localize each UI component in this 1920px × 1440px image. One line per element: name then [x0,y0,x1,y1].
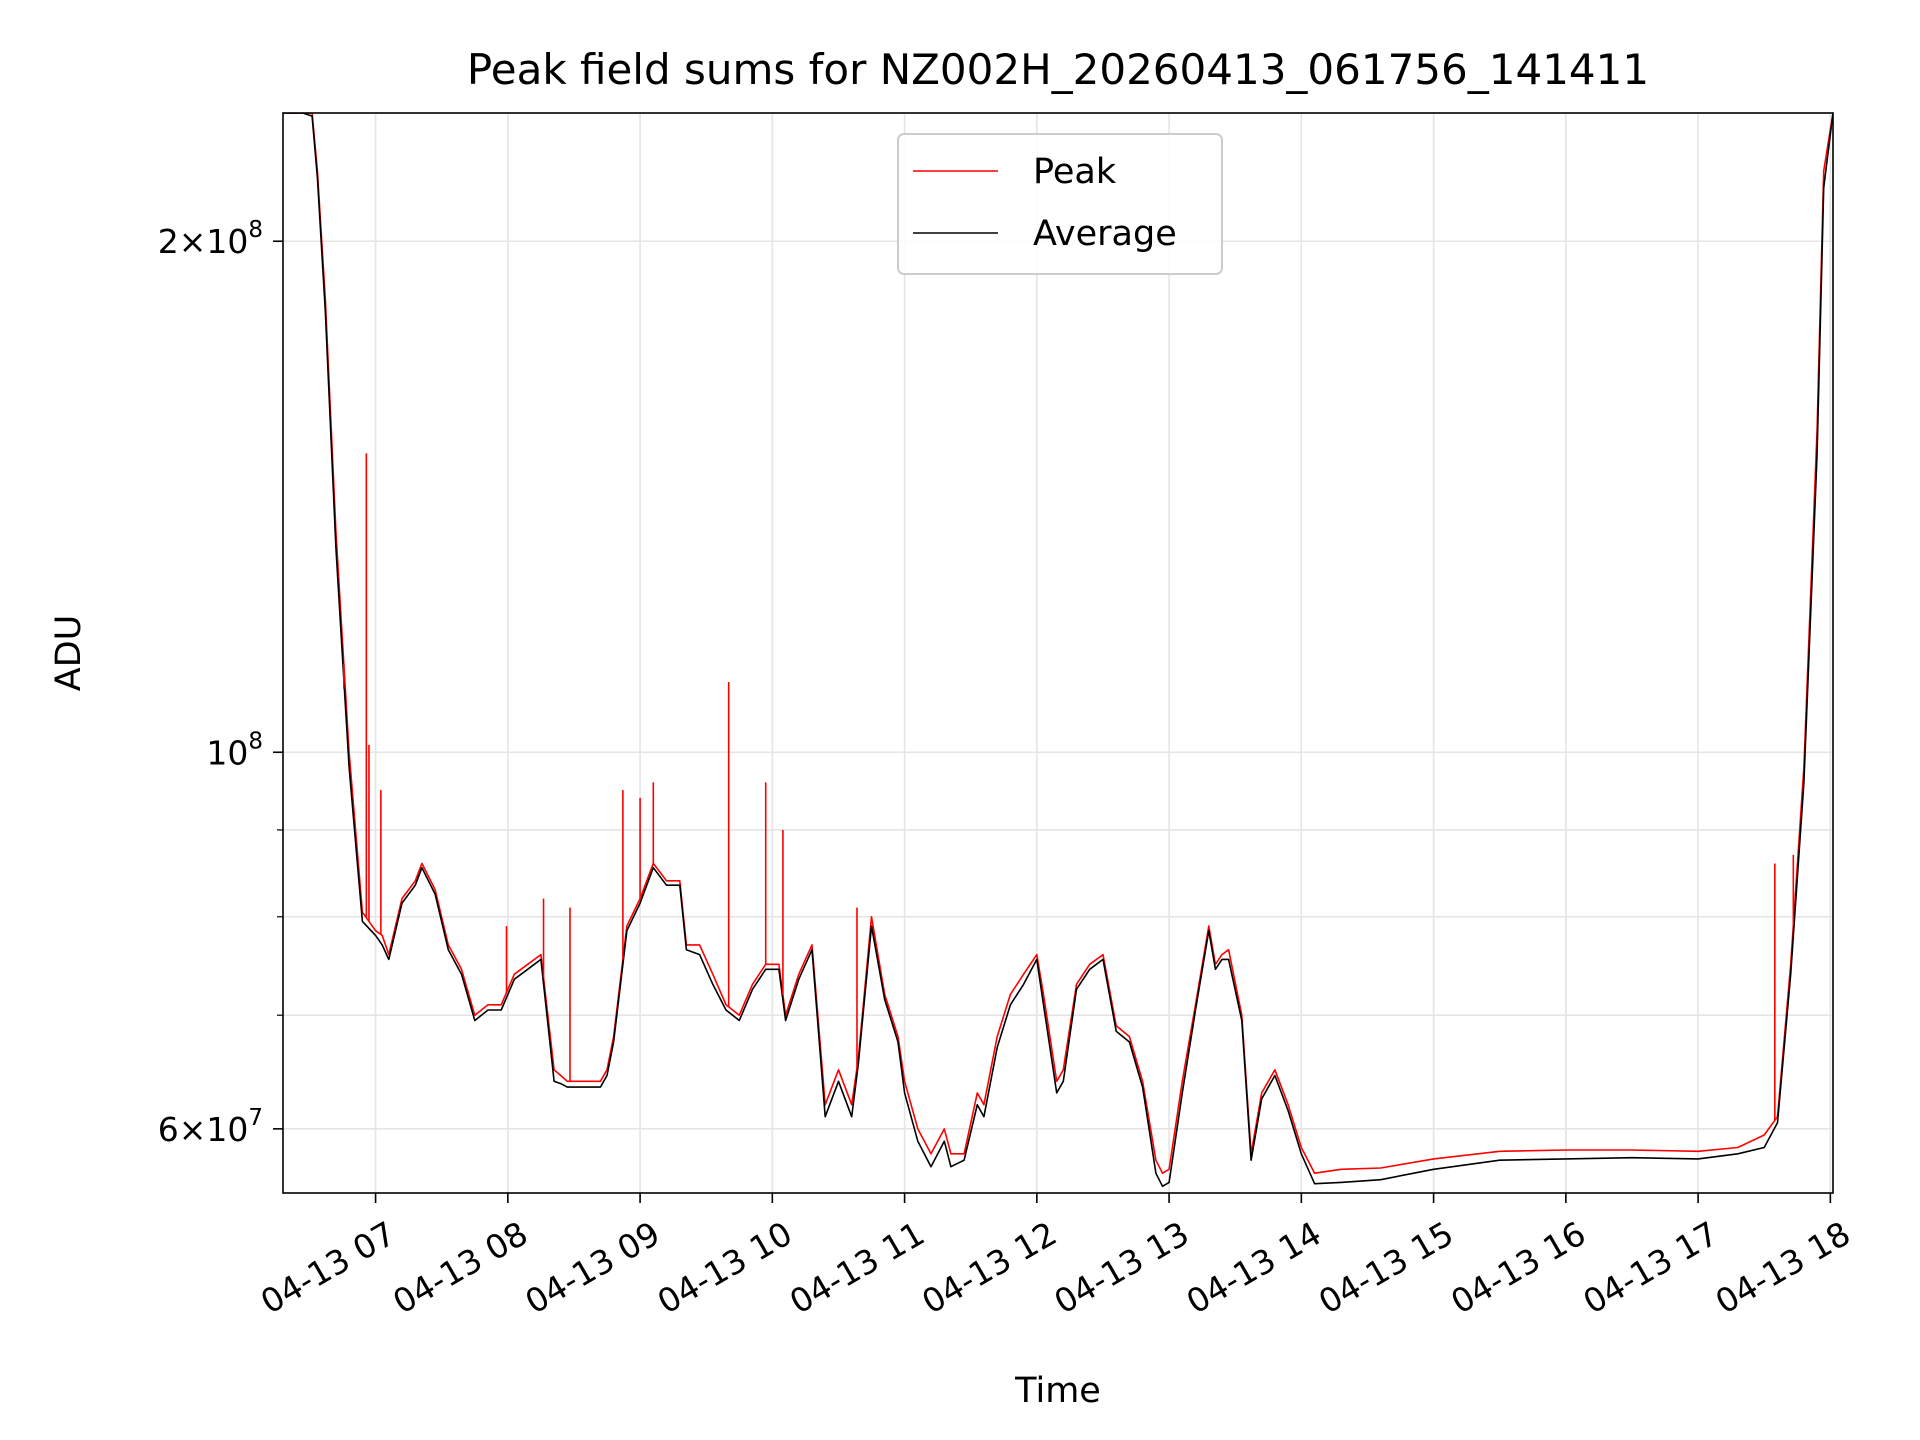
plot-area-background [283,113,1833,1193]
plot-frame [282,112,1834,1194]
legend: Peak Average [897,133,1223,275]
chart-title: Peak field sums for NZ002H_20260413_0617… [467,45,1649,94]
series-layer [283,113,1833,1188]
y-tick-label: 6×107 [158,1105,263,1149]
legend-box [897,133,1223,275]
legend-label-peak: Peak [1033,152,1117,192]
x-axis-label: Time [1014,1371,1101,1411]
series-line-average [283,113,1833,1188]
y-tick-label: 108 [206,728,263,772]
grid [283,113,1833,1193]
y-axis-label: ADU [49,615,89,692]
y-axis: 6×107 108 2×108 [158,217,283,1149]
y-tick-label: 2×108 [158,217,263,261]
series-line-peak [283,113,1833,1174]
legend-label-average: Average [1033,214,1177,254]
